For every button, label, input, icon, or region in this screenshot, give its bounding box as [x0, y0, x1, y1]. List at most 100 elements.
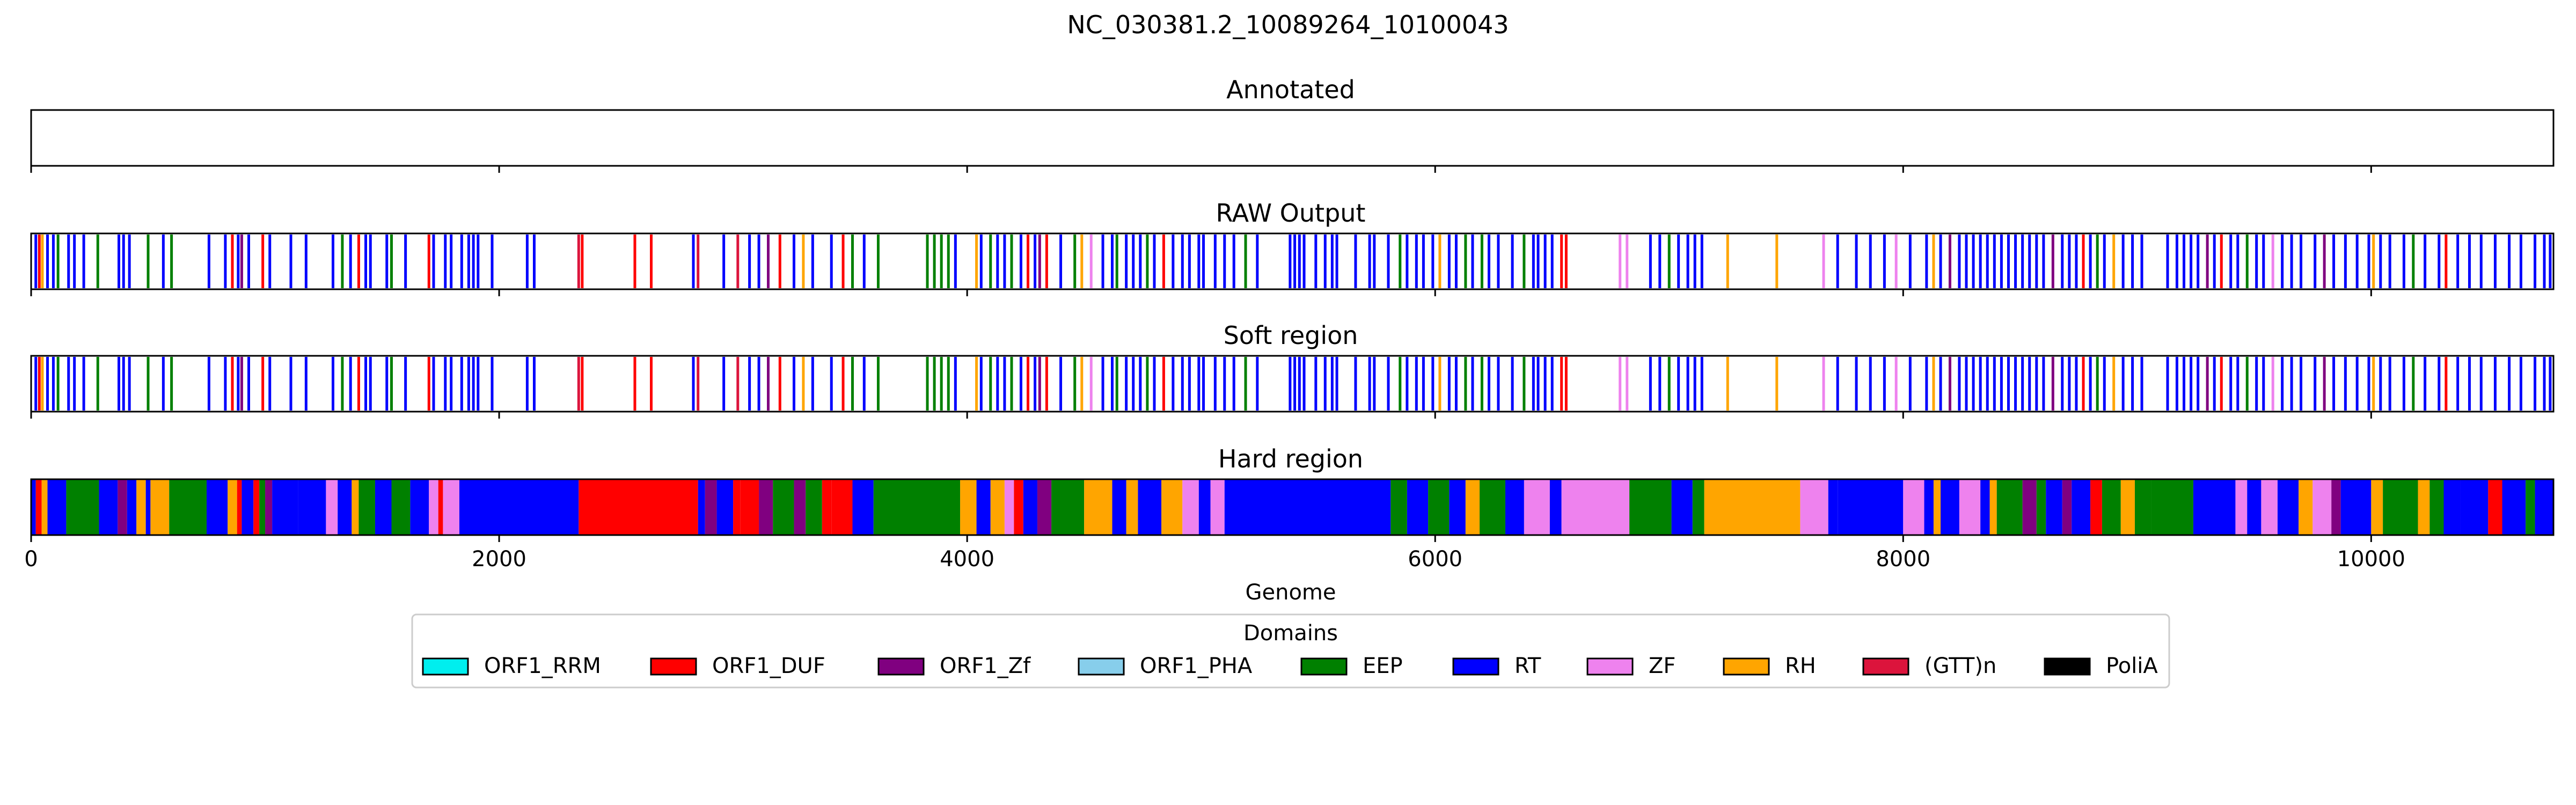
domain-block [443, 479, 459, 535]
domain-block [410, 479, 429, 535]
domain-block [2299, 479, 2313, 535]
figure-title: NC_030381.2_10089264_10100043 [1067, 10, 1509, 39]
domain-block [2036, 479, 2046, 535]
domain-block [1989, 479, 1997, 535]
legend-entries: ORF1_RRM ORF1_DUF ORF1_Zf ORF1_PHA EEP RT ZF RH… [422, 654, 2158, 678]
domain-block [150, 479, 170, 535]
domain-block [1391, 479, 1407, 535]
domain-block [773, 479, 794, 535]
legend-swatch [1862, 657, 1909, 676]
domain-block [705, 479, 717, 535]
domain-block [265, 479, 273, 535]
domain-block [35, 479, 42, 535]
domain-block [41, 479, 48, 535]
domain-block [1996, 479, 2023, 535]
x-tick-label: 2000 [472, 547, 526, 572]
domain-block [136, 479, 146, 535]
domain-block [2134, 479, 2151, 535]
x-axis-label: Genome [1245, 580, 1336, 605]
domain-block [852, 479, 874, 535]
panel-2: Soft region [30, 321, 2555, 419]
domain-block [1692, 479, 1704, 535]
domain-block [1084, 479, 1113, 535]
domain-block [145, 479, 151, 535]
domain-block [1828, 479, 1838, 535]
domain-block [1428, 479, 1450, 535]
domain-block [237, 479, 242, 535]
domain-block [1933, 479, 1941, 535]
domain-block [1182, 479, 1199, 535]
panel-background [31, 110, 2553, 166]
legend-label: ZF [1649, 654, 1675, 678]
panel-frame [30, 478, 2555, 536]
domain-block [960, 479, 977, 535]
legend-label: EEP [1363, 654, 1403, 678]
legend-entry: EEP [1300, 654, 1403, 678]
panel-marks [34, 235, 2552, 288]
panel-title: Soft region [1224, 321, 1358, 350]
legend-entry: ZF [1586, 654, 1675, 678]
legend-entry: ORF1_Zf [877, 654, 1031, 678]
domain-block [2383, 479, 2418, 535]
domain-block [358, 479, 375, 535]
domain-block [99, 479, 118, 535]
domain-block [794, 479, 806, 535]
domain-block [298, 479, 326, 535]
legend-label: RT [1514, 654, 1541, 678]
panel-background [31, 356, 2553, 412]
legend-label: ORF1_DUF [712, 654, 825, 678]
domain-block [1051, 479, 1085, 535]
legend-swatch [1078, 657, 1125, 676]
panel-title: Hard region [1218, 444, 1363, 473]
legend: Domains ORF1_RRM ORF1_DUF ORF1_Zf ORF1_PHA E… [411, 613, 2170, 689]
legend-entry: PoliA [2044, 654, 2158, 678]
domain-block [241, 479, 254, 535]
domain-block [1014, 479, 1023, 535]
panel-marks [31, 479, 2553, 535]
domain-block [1465, 479, 1480, 535]
domain-block [2151, 479, 2193, 535]
legend-entry: ORF1_PHA [1078, 654, 1253, 678]
panels: Annotated RAW Output Soft region Hard regio… [24, 75, 2555, 572]
panel-background [31, 233, 2553, 289]
panel-frame [30, 232, 2555, 290]
domain-block [2526, 479, 2535, 535]
domain-block [873, 479, 961, 535]
domain-block [976, 479, 991, 535]
domain-block [1838, 479, 1904, 535]
domain-block [990, 479, 1005, 535]
domain-block [2022, 479, 2037, 535]
x-tick-label: 8000 [1876, 547, 1930, 572]
legend-swatch [1300, 657, 1348, 676]
domain-block [1505, 479, 1524, 535]
domain-block [1198, 479, 1211, 535]
legend-swatch [1723, 657, 1770, 676]
domain-block [1924, 479, 1934, 535]
domain-block [1224, 479, 1391, 535]
domain-block [2102, 479, 2121, 535]
domain-block [272, 479, 298, 535]
panel-marks [34, 357, 2552, 411]
domain-block [1138, 479, 1162, 535]
domain-block [2443, 479, 2461, 535]
domain-block [391, 479, 411, 535]
domain-block [2090, 479, 2102, 535]
panel-1: RAW Output [30, 199, 2555, 296]
legend-swatch [877, 657, 925, 676]
legend-label: PoliA [2106, 654, 2158, 678]
domain-block [2418, 479, 2430, 535]
domain-block [438, 479, 443, 535]
domain-block [1449, 479, 1466, 535]
panel-0: Annotated [30, 75, 2555, 173]
legend-entry: ORF1_RRM [422, 654, 601, 678]
domain-block [1704, 479, 1801, 535]
legend-label: RH [1785, 654, 1816, 678]
domain-block [1561, 479, 1630, 535]
legend-label: ORF1_PHA [1140, 654, 1253, 678]
domain-block [228, 479, 237, 535]
domain-block [1524, 479, 1550, 535]
domain-block [2312, 479, 2332, 535]
domain-block [326, 479, 338, 535]
domain-block [2429, 479, 2444, 535]
